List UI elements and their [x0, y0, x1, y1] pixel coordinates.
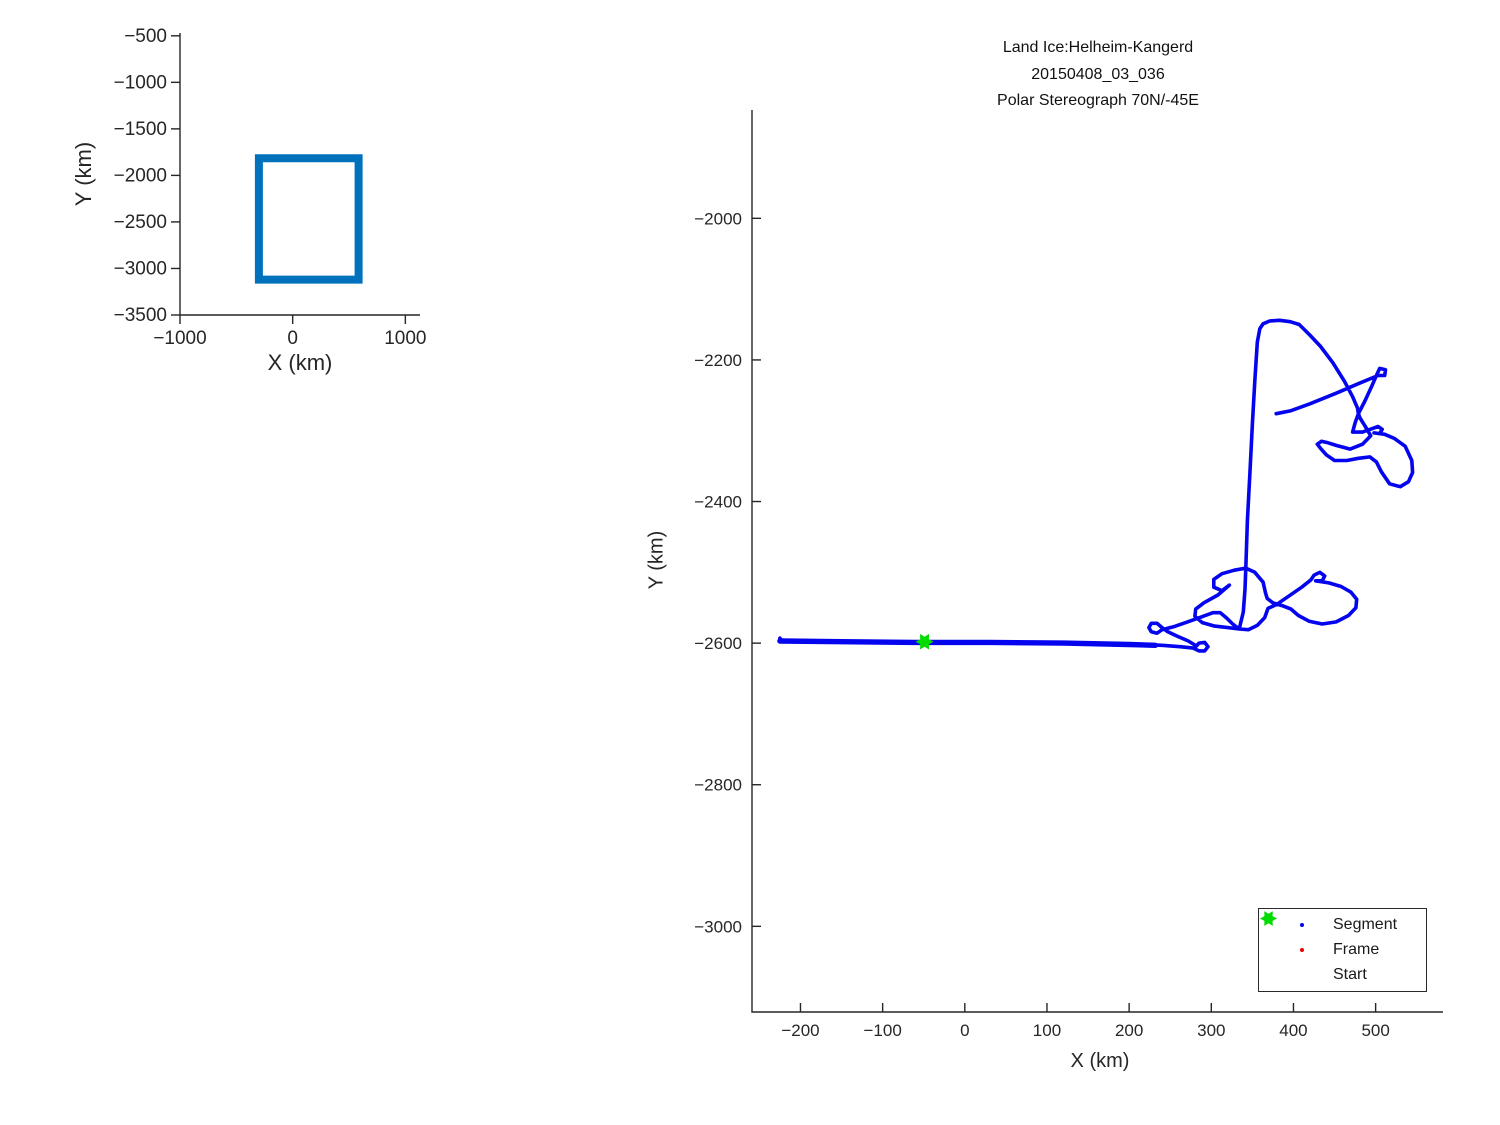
y-tick-label: −2500 — [114, 212, 167, 233]
y-tick-label: −500 — [124, 26, 167, 47]
segment-track-dense-path — [777, 638, 1159, 648]
overview-y-axis-label: Y (km) — [71, 141, 96, 207]
legend-label-start: Start — [1333, 966, 1367, 983]
coverage-extent-box — [254, 154, 363, 284]
frame-dot-icon — [1291, 948, 1313, 952]
y-tick-label: −3500 — [114, 305, 167, 326]
legend-item-segment: Segment — [1291, 913, 1426, 938]
overview-plot-area: −1000 0 1000 −500 −1000 −1500 −2000 −2500 −3000 −… — [114, 26, 427, 349]
legend-item-start: Start — [1260, 911, 1426, 988]
axis-spines — [179, 33, 420, 316]
x-tick-label: 100 — [1033, 1021, 1061, 1040]
main-plot-area: −200 −100 0 100 200 300 400 500 −2000 −2200 −2400 −… — [694, 110, 1443, 1040]
title-line-3: Polar Stereograph 70N/-45E — [997, 92, 1199, 109]
legend-item-frame: Frame — [1291, 938, 1426, 963]
title-line-1: Land Ice:Helheim-Kangerd — [1002, 39, 1194, 56]
y-tick-label: −3000 — [114, 258, 167, 279]
title-line-2: 20150408_03_036 — [1031, 65, 1165, 83]
y-tick-label: −2800 — [694, 776, 742, 795]
x-tick-label: 500 — [1361, 1021, 1389, 1040]
y-tick-label: −1500 — [114, 119, 167, 140]
x-tick-label: 0 — [287, 328, 298, 349]
y-tick-label: −1000 — [114, 72, 167, 93]
legend-label-segment: Segment — [1333, 916, 1398, 933]
main-y-axis-label: Y (km) — [645, 530, 668, 590]
axis-spines — [751, 110, 1443, 1013]
main-x-axis-label: X (km) — [1070, 1050, 1130, 1072]
x-tick-label: 400 — [1279, 1021, 1307, 1040]
segment-dot-icon — [1291, 923, 1313, 927]
x-tick-label: −100 — [863, 1021, 901, 1040]
y-tick-label: −2000 — [114, 165, 167, 186]
x-tick-label: −200 — [781, 1021, 819, 1040]
x-tick-label: 300 — [1197, 1021, 1225, 1040]
main-chart-title: Land Ice:Helheim-Kangerd 20150408_03_036… — [997, 35, 1199, 115]
y-tick-label: −2600 — [694, 634, 742, 653]
x-tick-label: −1000 — [153, 328, 206, 349]
x-tick-label: 0 — [960, 1021, 969, 1040]
y-tick-label: −2200 — [694, 351, 742, 370]
legend-box: Segment Frame Start — [1258, 908, 1427, 992]
y-tick-label: −2000 — [694, 209, 742, 228]
y-tick-label: −3000 — [694, 917, 742, 936]
start-marker — [915, 633, 934, 650]
y-tick-label: −2400 — [694, 493, 742, 512]
x-tick-label: 200 — [1115, 1021, 1143, 1040]
legend-label-frame: Frame — [1333, 941, 1380, 958]
overview-x-axis-label: X (km) — [267, 350, 333, 375]
x-tick-label: 1000 — [384, 328, 426, 349]
segment-track-path — [778, 318, 1415, 653]
